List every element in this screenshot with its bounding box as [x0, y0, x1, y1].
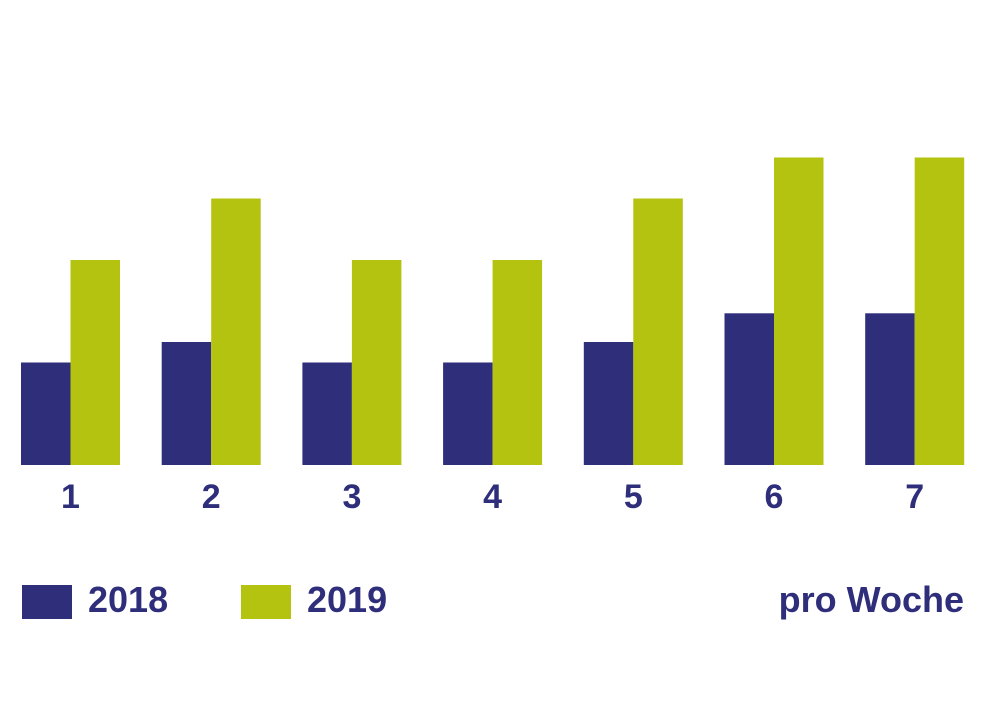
bar-2019-6: [774, 157, 824, 465]
bars-group: [21, 157, 965, 465]
x-axis-ticks: 1 2 3 4 5 6 7: [61, 478, 924, 516]
bar-2018-1: [21, 362, 71, 465]
bar-2018-3: [302, 362, 352, 465]
x-tick-label-7: 7: [905, 478, 924, 516]
bar-2018-7: [865, 313, 915, 465]
x-tick-label-4: 4: [483, 478, 502, 516]
x-tick-label-5: 5: [624, 478, 643, 516]
bar-2019-5: [633, 198, 683, 465]
bar-2018-4: [443, 362, 493, 465]
bar-2018-2: [161, 342, 212, 465]
bar-2018-6: [724, 313, 774, 465]
unit-label: pro Woche: [778, 579, 964, 620]
bar-2019-1: [70, 260, 120, 465]
x-tick-label-2: 2: [202, 478, 221, 516]
bar-2018-5: [583, 342, 634, 465]
bar-2019-3: [351, 260, 402, 465]
bar-2019-4: [492, 260, 543, 465]
bar-2019-2: [211, 198, 261, 465]
bar-2019-7: [914, 157, 965, 465]
x-tick-label-3: 3: [342, 478, 361, 516]
x-tick-label-1: 1: [61, 478, 80, 516]
x-tick-label-6: 6: [765, 478, 784, 516]
